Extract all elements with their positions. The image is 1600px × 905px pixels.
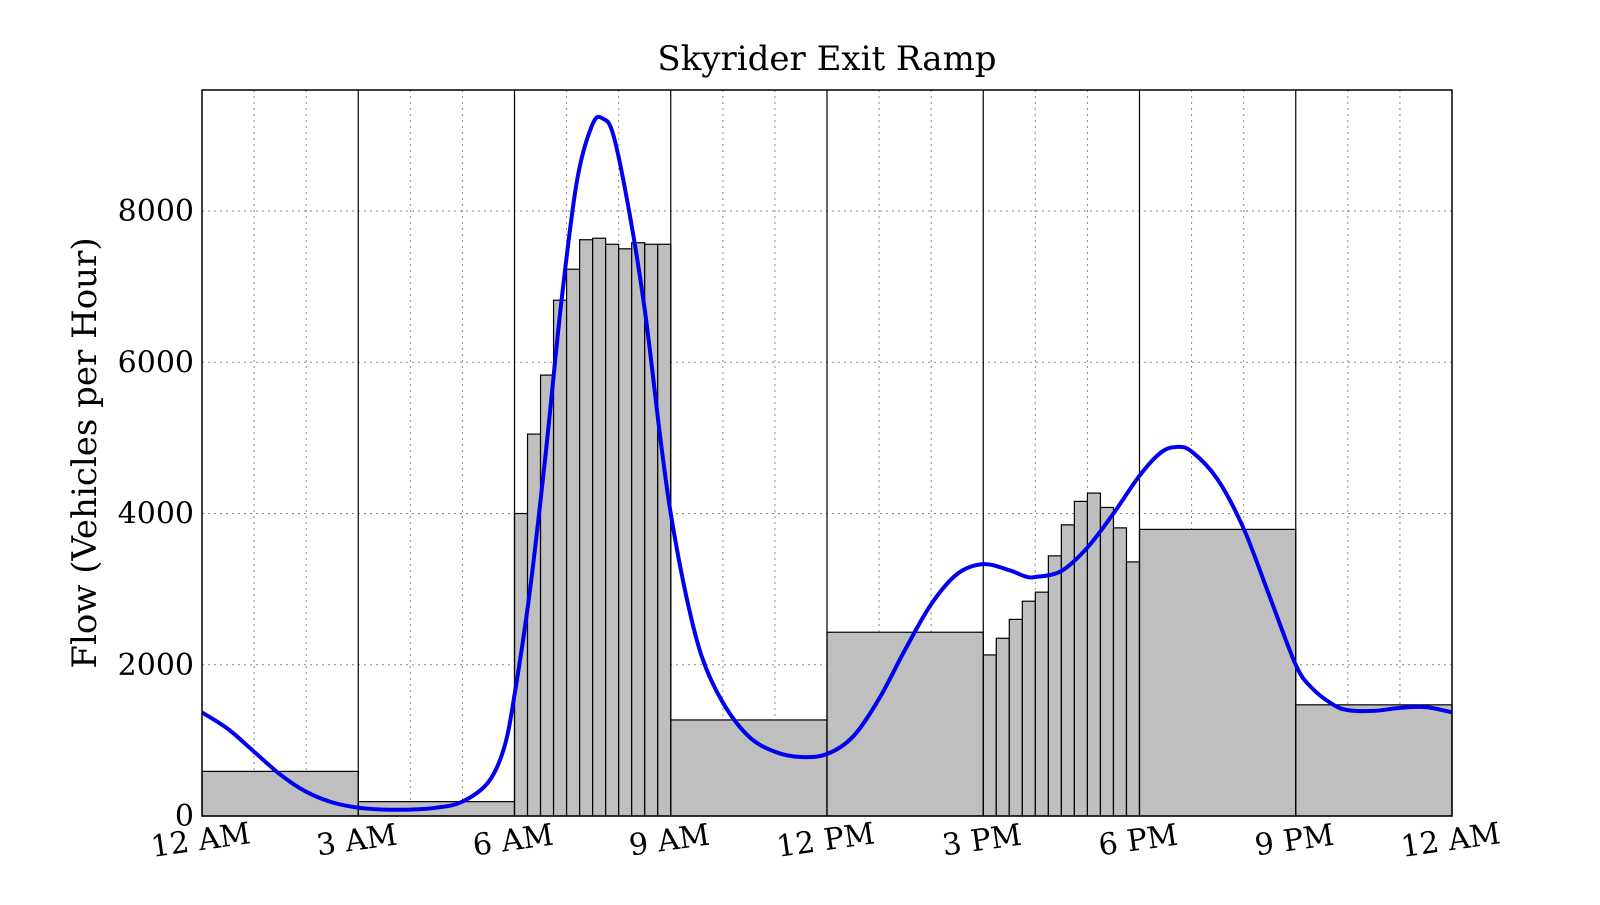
bar <box>1008 618 1023 817</box>
x-tick-label: 12 AM <box>1399 816 1503 865</box>
bar <box>1047 555 1062 817</box>
bar <box>565 268 581 817</box>
x-tick-label: 9 PM <box>1253 818 1337 864</box>
y-axis-ticks: 0 2000 4000 6000 8000 <box>118 194 194 834</box>
flow-curve <box>200 114 1453 812</box>
x-tick-label: 9 AM <box>627 818 712 864</box>
period-separators <box>357 90 1297 816</box>
x-axis-ticks: 12 AM 3 AM 6 AM 9 AM 12 PM 3 PM 6 PM 9 PM 12 AM <box>149 816 1503 865</box>
x-tick-label: 12 AM <box>149 816 253 865</box>
y-tick-label: 6000 <box>118 345 194 380</box>
bar <box>826 631 984 817</box>
bar <box>201 770 359 817</box>
plot-frame <box>201 89 1453 817</box>
y-axis-label: Flow (Vehicles per Hour) <box>65 237 105 668</box>
bar <box>1112 527 1128 817</box>
bar <box>605 243 620 817</box>
bar <box>995 637 1010 817</box>
bar <box>657 243 672 817</box>
x-tick-label: 3 AM <box>314 818 399 864</box>
bar <box>1295 704 1453 817</box>
y-tick-label: 4000 <box>118 497 194 532</box>
x-tick-label: 12 PM <box>774 816 877 864</box>
bar <box>1138 528 1297 817</box>
bar <box>552 299 568 817</box>
bar <box>631 242 646 817</box>
bar <box>579 239 594 817</box>
y-tick-label: 8000 <box>118 194 194 229</box>
bar <box>1125 561 1141 817</box>
y-tick-label: 0 <box>175 799 194 834</box>
x-tick-label: 3 PM <box>940 818 1024 864</box>
y-tick-label: 2000 <box>118 648 194 683</box>
chart-title: Skyrider Exit Ramp <box>657 39 996 79</box>
x-tick-label: 6 AM <box>471 818 556 864</box>
bar <box>1034 591 1049 817</box>
flow-curve-layer <box>200 114 1453 812</box>
bar <box>526 433 542 817</box>
bar <box>1099 506 1115 817</box>
bar <box>1021 600 1036 817</box>
x-tick-label: 6 PM <box>1096 818 1180 864</box>
bar <box>982 654 997 817</box>
bar <box>618 248 633 817</box>
bar <box>592 237 607 817</box>
